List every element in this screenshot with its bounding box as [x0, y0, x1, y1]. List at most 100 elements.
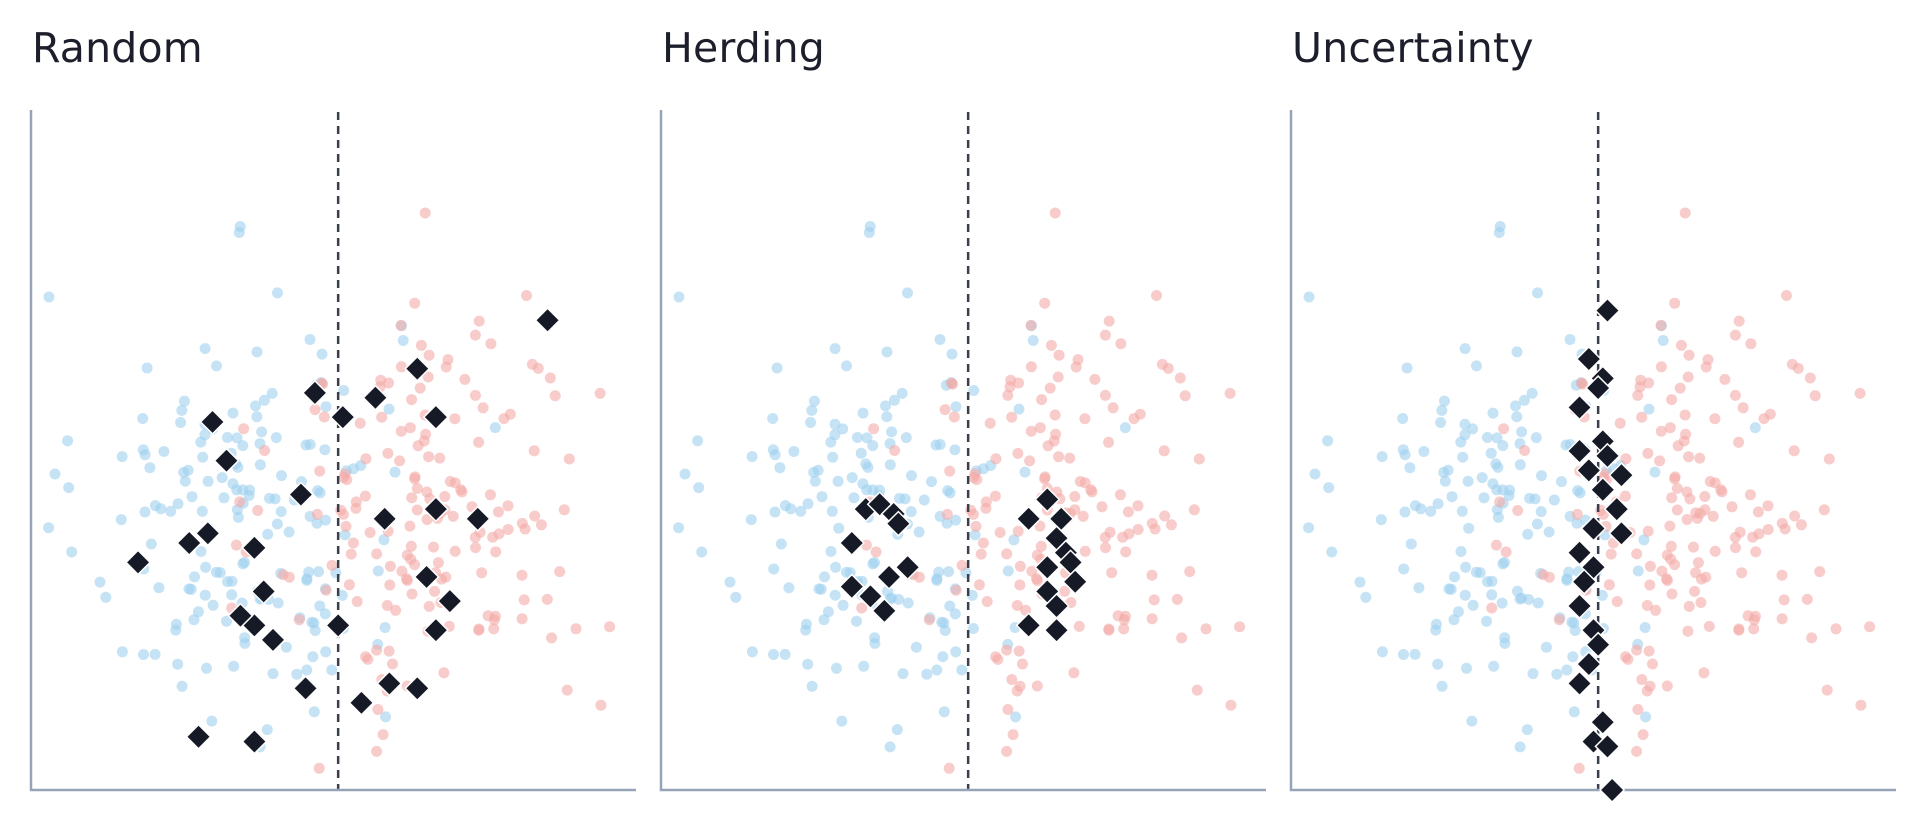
unlabeled-point-red	[975, 548, 987, 560]
unlabeled-point-blue	[1470, 566, 1482, 578]
unlabeled-point-blue	[221, 432, 233, 443]
unlabeled-point-blue	[1485, 447, 1497, 459]
unlabeled-point-red	[1681, 486, 1693, 498]
unlabeled-point-red	[948, 411, 960, 423]
unlabeled-point-red	[1156, 358, 1168, 370]
unlabeled-point-red	[377, 729, 389, 741]
unlabeled-point-red	[1632, 704, 1644, 715]
unlabeled-point-red	[1804, 372, 1816, 384]
panel-uncertainty: Uncertainty	[1260, 0, 1900, 821]
unlabeled-point-red	[1729, 329, 1741, 341]
unlabeled-point-red	[411, 482, 423, 494]
unlabeled-point-red	[1745, 338, 1757, 350]
unlabeled-point-blue	[832, 475, 844, 487]
unlabeled-point-red	[1654, 455, 1666, 467]
unlabeled-point-red	[440, 361, 452, 373]
unlabeled-point-blue	[934, 334, 946, 345]
unlabeled-point-red	[428, 541, 439, 553]
unlabeled-point-red	[1619, 490, 1631, 502]
unlabeled-point-red	[1079, 413, 1091, 425]
unlabeled-point-red	[1650, 604, 1662, 616]
unlabeled-point-blue	[1459, 343, 1471, 355]
unlabeled-point-red	[1709, 545, 1721, 557]
unlabeled-point-red	[345, 548, 357, 560]
unlabeled-point-red	[469, 531, 481, 543]
unlabeled-point-red	[1176, 632, 1188, 644]
unlabeled-point-red	[1666, 588, 1678, 600]
unlabeled-point-red	[311, 508, 323, 520]
unlabeled-point-red	[1117, 531, 1129, 543]
unlabeled-point-blue	[158, 446, 170, 457]
unlabeled-point-red	[1644, 560, 1656, 572]
unlabeled-point-red	[1543, 571, 1555, 583]
unlabeled-point-red	[1026, 565, 1038, 577]
selected-point	[194, 520, 221, 547]
unlabeled-point-red	[563, 453, 575, 465]
unlabeled-point-blue	[172, 498, 184, 510]
unlabeled-point-red	[1025, 319, 1037, 331]
unlabeled-point-blue	[1481, 432, 1493, 443]
unlabeled-point-blue	[188, 614, 200, 626]
unlabeled-point-blue	[1013, 403, 1025, 415]
unlabeled-point-blue	[1511, 346, 1523, 358]
unlabeled-point-blue	[189, 571, 200, 583]
selected-point	[1575, 457, 1602, 484]
unlabeled-point-blue	[926, 476, 937, 488]
unlabeled-point-red	[1636, 674, 1648, 685]
unlabeled-point-blue	[172, 658, 184, 670]
selected-point	[329, 404, 356, 431]
unlabeled-point-red	[1762, 500, 1774, 512]
unlabeled-point-blue	[808, 395, 820, 407]
selected-point	[1566, 394, 1593, 421]
selected-point	[1566, 670, 1593, 697]
unlabeled-point-red	[1118, 623, 1130, 635]
unlabeled-point-blue	[276, 470, 287, 482]
selected-point	[1594, 442, 1621, 469]
unlabeled-point-red	[404, 422, 416, 434]
unlabeled-point-blue	[848, 492, 860, 504]
unlabeled-point-red	[1017, 658, 1028, 670]
unlabeled-point-red	[1733, 436, 1745, 448]
unlabeled-point-blue	[1457, 451, 1469, 463]
unlabeled-point-red	[1069, 491, 1081, 502]
unlabeled-point-red	[1664, 520, 1676, 532]
selected-point	[1566, 539, 1593, 566]
unlabeled-point-blue	[1399, 506, 1411, 518]
unlabeled-point-blue	[1360, 591, 1372, 603]
unlabeled-point-blue	[1535, 506, 1547, 518]
unlabeled-point-red	[469, 389, 481, 401]
unlabeled-point-red	[1689, 585, 1701, 597]
selected-point	[1575, 345, 1602, 373]
unlabeled-point-blue	[1409, 648, 1421, 660]
unlabeled-point-blue	[1543, 526, 1555, 538]
unlabeled-point-blue	[825, 546, 837, 557]
unlabeled-point-red	[1013, 645, 1025, 657]
unlabeled-point-red	[1234, 621, 1246, 633]
unlabeled-point-blue	[1567, 651, 1579, 663]
selected-point	[1580, 515, 1607, 542]
unlabeled-point-blue	[1561, 574, 1573, 586]
unlabeled-point-red	[558, 504, 570, 516]
unlabeled-point-blue	[62, 435, 74, 447]
unlabeled-point-blue	[950, 401, 962, 413]
unlabeled-point-red	[1700, 571, 1712, 583]
unlabeled-point-red	[340, 520, 352, 532]
unlabeled-point-red	[406, 492, 418, 504]
unlabeled-point-red	[1736, 567, 1748, 579]
selected-point	[857, 583, 884, 610]
selected-point	[1034, 486, 1061, 513]
unlabeled-point-red	[1049, 207, 1061, 219]
unlabeled-point-blue	[1561, 664, 1573, 676]
unlabeled-point-blue	[769, 506, 781, 518]
unlabeled-point-blue	[1518, 394, 1530, 406]
unlabeled-point-blue	[314, 487, 326, 499]
unlabeled-point-blue	[239, 557, 250, 568]
unlabeled-point-blue	[829, 343, 841, 355]
unlabeled-point-blue	[1019, 466, 1031, 478]
unlabeled-point-red	[1070, 361, 1082, 373]
unlabeled-point-red	[554, 566, 566, 578]
unlabeled-point-blue	[806, 680, 818, 692]
unlabeled-point-blue	[944, 600, 956, 612]
selected-point	[325, 612, 352, 639]
unlabeled-point-blue	[43, 291, 55, 303]
